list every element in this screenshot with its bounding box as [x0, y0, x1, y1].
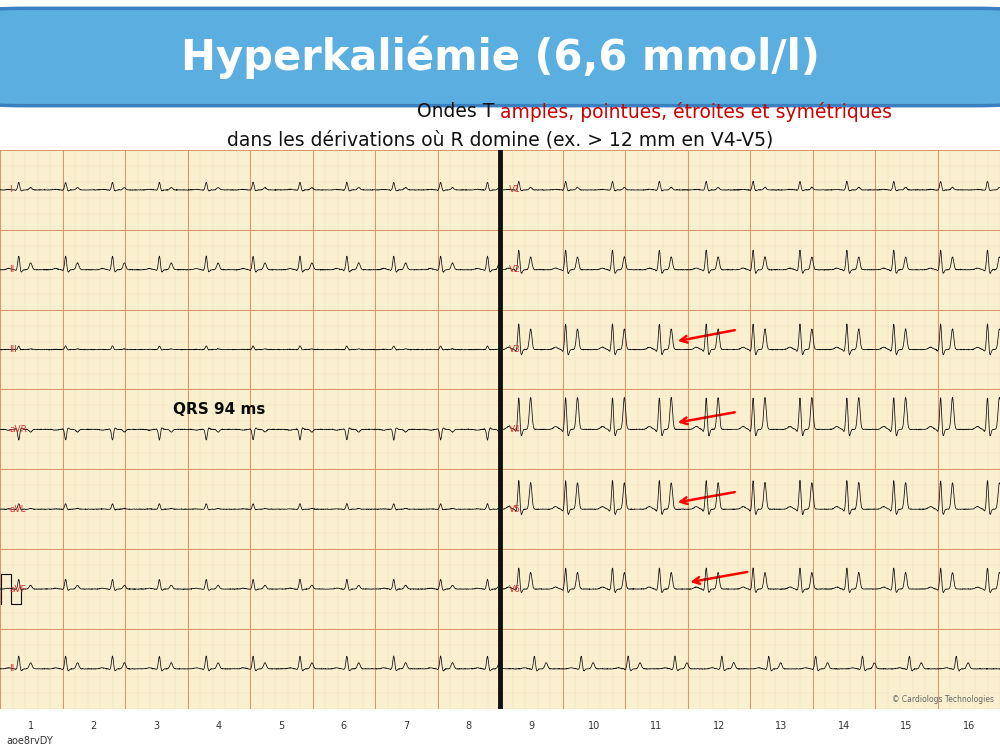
Text: © Cardiologs Technologies: © Cardiologs Technologies: [892, 695, 994, 704]
Text: 7: 7: [403, 721, 409, 731]
Text: aVL: aVL: [9, 505, 26, 514]
Text: 5: 5: [278, 721, 284, 731]
Text: V6: V6: [509, 584, 521, 593]
Text: QRS 94 ms: QRS 94 ms: [173, 402, 265, 417]
Text: 14: 14: [838, 721, 850, 731]
Text: V2: V2: [509, 266, 521, 274]
Text: 9: 9: [528, 721, 534, 731]
Text: 13: 13: [775, 721, 787, 731]
Text: 2: 2: [91, 721, 97, 731]
Text: II: II: [9, 266, 15, 274]
Text: 15: 15: [900, 721, 912, 731]
Text: Hyperkaliémie (6,6 mmol/l): Hyperkaliémie (6,6 mmol/l): [181, 35, 819, 79]
Text: dans les dérivations où R domine (ex. > 12 mm en V4-V5): dans les dérivations où R domine (ex. > …: [227, 130, 773, 150]
Text: amples, pointues, étroites et symétriques: amples, pointues, étroites et symétrique…: [500, 102, 892, 122]
Text: II: II: [9, 664, 15, 674]
Text: Ondes T: Ondes T: [417, 103, 500, 122]
Text: 10: 10: [588, 721, 600, 731]
Text: V5: V5: [509, 505, 521, 514]
Text: 8: 8: [466, 721, 472, 731]
Text: aoe8rvDY: aoe8rvDY: [6, 736, 53, 746]
Text: V3: V3: [509, 345, 521, 354]
Text: 6: 6: [341, 721, 347, 731]
Text: 1: 1: [28, 721, 34, 731]
Text: aVF: aVF: [9, 584, 26, 593]
Text: 3: 3: [153, 721, 159, 731]
Text: III: III: [9, 345, 17, 354]
Text: 11: 11: [650, 721, 662, 731]
Text: 16: 16: [963, 721, 975, 731]
Text: 4: 4: [216, 721, 222, 731]
FancyBboxPatch shape: [0, 8, 1000, 106]
Text: V4: V4: [509, 424, 521, 433]
Text: I: I: [9, 185, 12, 194]
Text: aVR: aVR: [9, 424, 27, 433]
Text: 12: 12: [713, 721, 725, 731]
Text: V1: V1: [509, 185, 521, 194]
